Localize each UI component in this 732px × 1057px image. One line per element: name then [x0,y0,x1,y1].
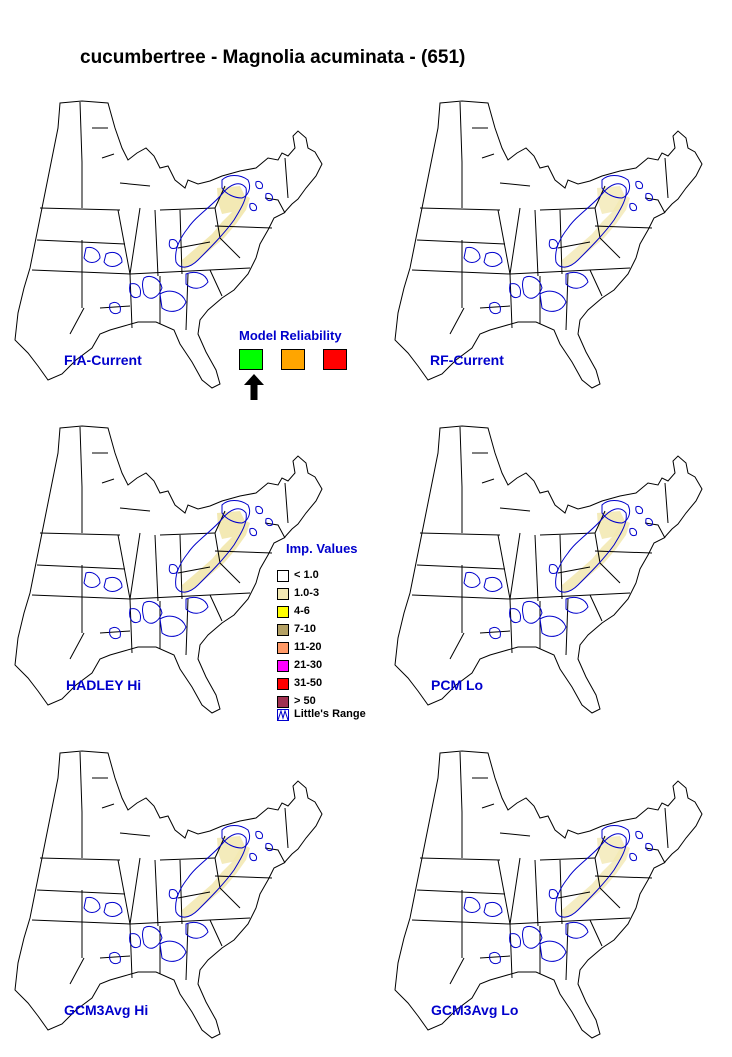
map-label-pcm-lo: PCM Lo [431,677,484,693]
reliability-low-swatch [323,349,347,370]
up-arrow-icon [244,374,264,400]
map-gcm3avg-lo [394,750,703,1039]
map-fia-current [14,100,323,389]
legend-swatch [277,624,289,636]
legend-label: 4-6 [294,605,310,617]
legend-swatch [277,588,289,600]
legend-swatch [277,678,289,690]
map-label-rf-current: RF-Current [430,352,504,368]
legend-swatch [277,570,289,582]
legend-range-label: Little's Range [294,708,366,720]
legend-label: 1.0-3 [294,587,320,599]
legend-swatch [277,642,289,654]
legend-label: > 50 [294,695,316,707]
legend-label: 31-50 [294,677,323,689]
legend-swatch [277,606,289,618]
map-hadley-hi [14,425,323,714]
map-pcm-lo [394,425,703,714]
map-label-fia-current: FIA-Current [64,352,142,368]
map-label-gcm3avg-lo: GCM3Avg Lo [431,1002,519,1018]
page-title: cucumbertree - Magnolia acuminata - (651… [80,47,466,68]
map-label-hadley-hi: HADLEY Hi [66,677,142,693]
littles-range-icon [277,709,289,721]
legend-label: 7-10 [294,623,317,635]
reliability-high-swatch [239,349,263,370]
legend-label: 11-20 [294,641,322,653]
map-gcm3avg-hi [14,750,323,1039]
legend-label: 21-30 [294,659,323,671]
legend-label: < 1.0 [294,569,319,581]
model-reliability-title: Model Reliability [239,328,342,343]
legend-title: Imp. Values [286,541,358,556]
legend-swatch [277,696,289,708]
legend-swatch [277,660,289,672]
map-rf-current [394,100,703,389]
map-label-gcm3avg-hi: GCM3Avg Hi [64,1002,149,1018]
reliability-medium-swatch [281,349,305,370]
